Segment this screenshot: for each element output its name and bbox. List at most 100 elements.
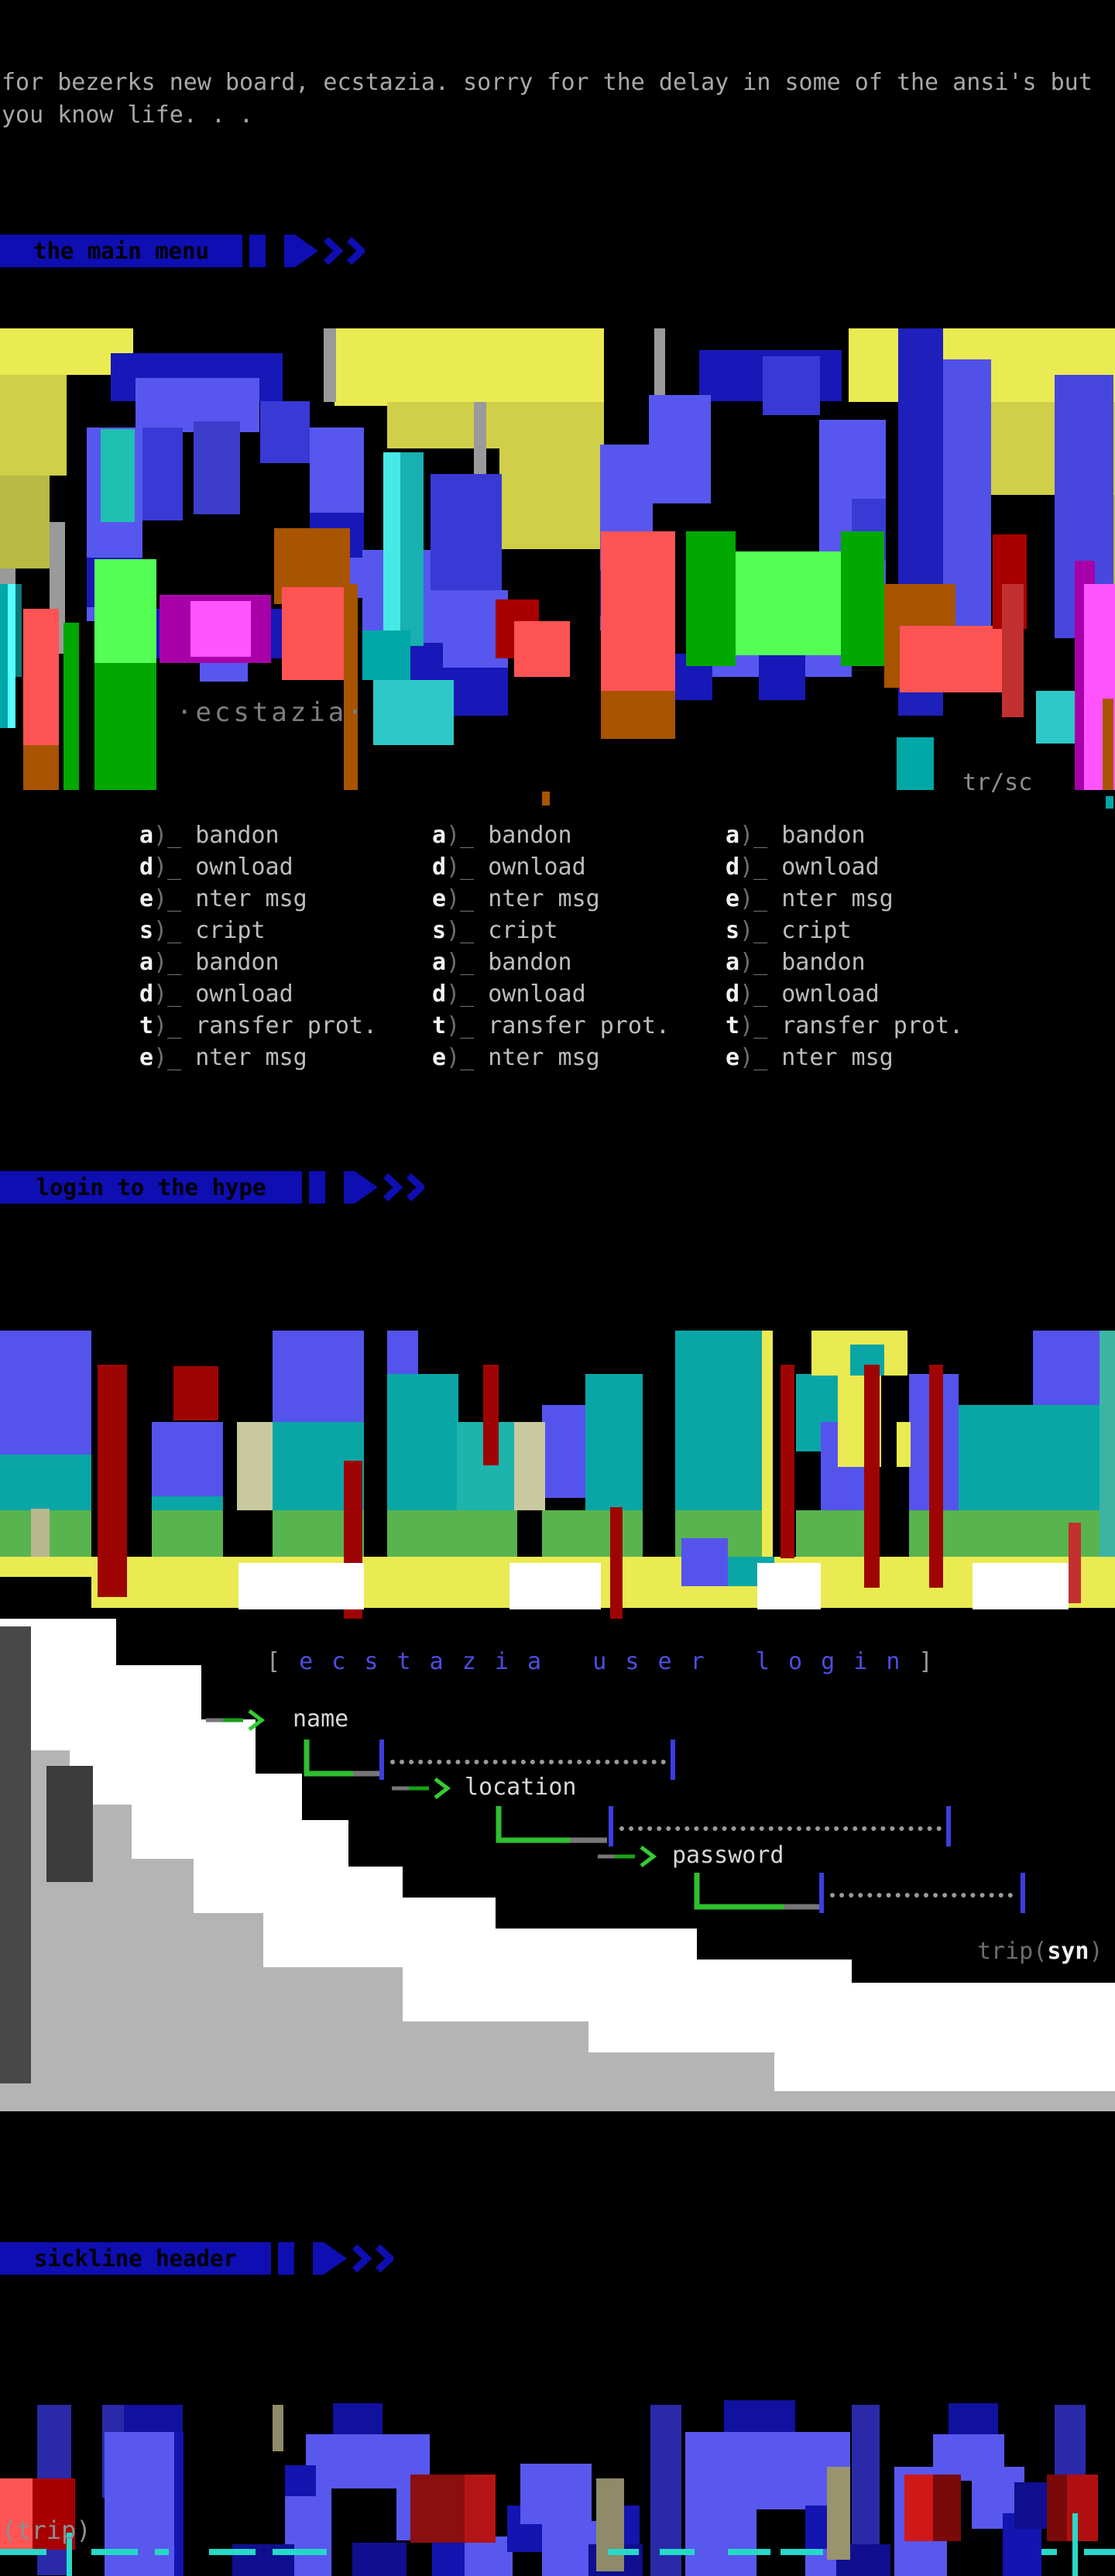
location-field-label: location: [465, 1774, 577, 1801]
art1-caption: ·ecstazia·: [177, 697, 366, 728]
menu-key: a: [726, 949, 740, 976]
menu-label: nter msg: [195, 1044, 307, 1071]
menu-item-script[interactable]: s)_ cript: [726, 915, 1004, 946]
menu-column-2: a)_ bandon d)_ ownload e)_ nter msg s)_ …: [432, 819, 711, 1073]
menu-column-3: a)_ bandon d)_ ownload e)_ nter msg s)_ …: [726, 819, 1004, 1073]
menu-key: e: [432, 885, 447, 912]
menu-key: e: [726, 1044, 740, 1071]
elbow-connector: [694, 1873, 819, 1910]
login-banner: [ e c s t a z i a u s e r l o g i n ]: [266, 1648, 935, 1675]
menu-suffix: )_: [739, 917, 782, 944]
menu-label: bandon: [195, 822, 280, 849]
location-input[interactable]: [619, 1822, 942, 1831]
menu-key: t: [139, 1012, 154, 1039]
menu-suffix: )_: [153, 949, 196, 976]
menu-suffix: )_: [739, 885, 782, 912]
menu-suffix: )_: [446, 885, 489, 912]
menu-label: bandon: [488, 822, 572, 849]
menu-suffix: )_: [153, 822, 196, 849]
menu-suffix: )_: [739, 981, 782, 1008]
menu-key: d: [432, 981, 447, 1008]
menu-label: ownload: [195, 854, 293, 881]
menu-label: ransfer prot.: [195, 1012, 378, 1039]
menu-suffix: )_: [739, 822, 782, 849]
location-field-pipe-right: [946, 1806, 951, 1846]
menu-suffix: )_: [446, 1044, 489, 1071]
menu-key: d: [139, 981, 154, 1008]
menu-item-abandon[interactable]: a)_ bandon: [139, 819, 418, 851]
menu-item-enter-msg[interactable]: e)_ nter msg: [726, 1042, 1004, 1073]
menu-key: e: [139, 1044, 154, 1071]
menu-suffix: )_: [153, 854, 196, 881]
art3-signature: (trip): [2, 2516, 91, 2545]
menu-key: e: [432, 1044, 447, 1071]
menu-column-1: a)_ bandon d)_ ownload e)_ nter msg s)_ …: [139, 819, 418, 1073]
menu-label: nter msg: [195, 885, 307, 912]
ansi-art-main-menu-logo: [0, 328, 1115, 790]
menu-suffix: )_: [153, 981, 196, 1008]
menu-label: bandon: [781, 822, 866, 849]
stray-pixel-teal: [1106, 796, 1113, 809]
menu-item-script[interactable]: s)_ cript: [139, 915, 418, 946]
menu-item-download[interactable]: d)_ ownload: [432, 851, 711, 883]
menu-label: ownload: [488, 981, 586, 1008]
menu-item-abandon[interactable]: a)_ bandon: [432, 819, 711, 851]
arrow-right-icon: [392, 1777, 451, 1799]
login-bar-label: login to the hype: [0, 1171, 302, 1204]
menu-item-transfer-prot[interactable]: t)_ ransfer prot.: [432, 1010, 711, 1042]
menu-label: cript: [488, 917, 558, 944]
main-menu-header: the main menu: [0, 235, 365, 267]
signature-dim: ): [1089, 1938, 1103, 1965]
menu-item-transfer-prot[interactable]: t)_ ransfer prot.: [726, 1010, 1004, 1042]
menu-item-script[interactable]: s)_ cript: [432, 915, 711, 946]
menu-suffix: )_: [446, 1012, 489, 1039]
menu-suffix: )_: [446, 917, 489, 944]
menu-key: s: [726, 917, 740, 944]
menu-suffix: )_: [446, 949, 489, 976]
menu-key: t: [726, 1012, 740, 1039]
menu-item-enter-msg[interactable]: e)_ nter msg: [139, 1042, 418, 1073]
menu-item-abandon[interactable]: a)_ bandon: [139, 946, 418, 978]
arrow-right-icon: [206, 1709, 266, 1731]
password-field-pipe-right: [1021, 1873, 1025, 1913]
menu-item-download[interactable]: d)_ ownload: [726, 851, 1004, 883]
name-field-pipe-right: [671, 1740, 675, 1780]
menu-label: nter msg: [488, 885, 600, 912]
banner-close-bracket: ]: [902, 1648, 935, 1675]
menu-label: nter msg: [781, 885, 894, 912]
menu-item-download[interactable]: d)_ ownload: [139, 978, 418, 1010]
menu-item-abandon[interactable]: a)_ bandon: [726, 946, 1004, 978]
header-arrows-icon: [249, 235, 365, 267]
menu-item-abandon[interactable]: a)_ bandon: [432, 946, 711, 978]
menu-key: d: [726, 981, 740, 1008]
menu-item-transfer-prot[interactable]: t)_ ransfer prot.: [139, 1010, 418, 1042]
ansi-art-gray-mountain: [0, 1619, 1115, 2111]
password-input[interactable]: [830, 1888, 1013, 1898]
menu-item-abandon[interactable]: a)_ bandon: [726, 819, 1004, 851]
name-input[interactable]: [390, 1755, 666, 1764]
menu-label: cript: [195, 917, 266, 944]
menu-suffix: )_: [153, 885, 196, 912]
menu-item-download[interactable]: d)_ ownload: [726, 978, 1004, 1010]
menu-key: a: [432, 822, 447, 849]
elbow-connector: [496, 1806, 607, 1843]
menu-suffix: )_: [739, 1044, 782, 1071]
menu-item-download[interactable]: d)_ ownload: [139, 851, 418, 883]
stray-pixel-orange: [542, 792, 550, 805]
menu-label: bandon: [488, 949, 572, 976]
menu-key: s: [432, 917, 447, 944]
arrow-right-icon: [598, 1846, 657, 1867]
menu-item-enter-msg[interactable]: e)_ nter msg: [432, 1042, 711, 1073]
sickline-header: sickline header: [0, 2242, 403, 2275]
menu-item-enter-msg[interactable]: e)_ nter msg: [726, 883, 1004, 915]
menu-suffix: )_: [446, 822, 489, 849]
menu-suffix: )_: [446, 981, 489, 1008]
menu-item-enter-msg[interactable]: e)_ nter msg: [139, 883, 418, 915]
menu-suffix: )_: [153, 917, 196, 944]
menu-key: d: [726, 854, 740, 881]
menu-suffix: )_: [153, 1012, 196, 1039]
ansi-art-login-logo: [0, 1331, 1115, 1619]
intro-line-2: you know life. . .: [2, 101, 254, 129]
menu-item-download[interactable]: d)_ ownload: [432, 978, 711, 1010]
menu-item-enter-msg[interactable]: e)_ nter msg: [432, 883, 711, 915]
